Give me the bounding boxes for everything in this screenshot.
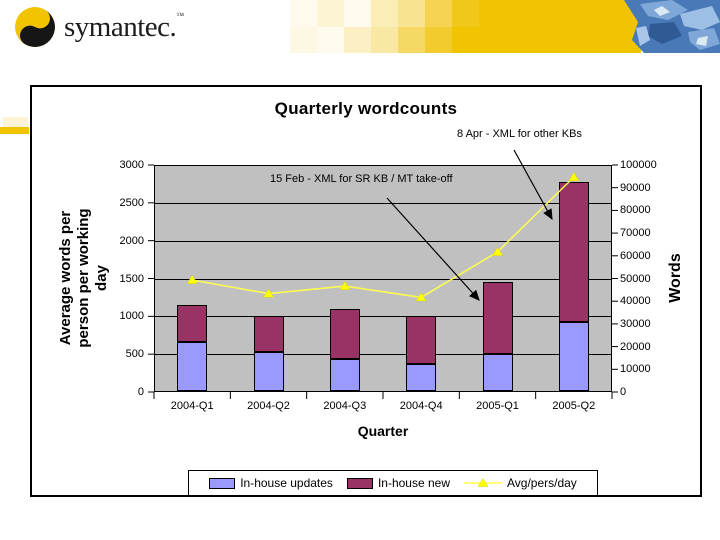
symantec-wordmark: symantec.™ — [64, 10, 185, 43]
y-axis-tick-label-right: 50000 — [620, 272, 651, 285]
mosaic-cell — [533, 26, 560, 53]
mosaic-cell — [344, 26, 371, 53]
mosaic-cell — [452, 26, 479, 53]
mosaic-cell — [587, 26, 614, 53]
accent-bar-gold — [0, 127, 29, 134]
x-axis-title: Quarter — [357, 423, 409, 439]
y-axis-tick-label-right: 90000 — [620, 181, 651, 194]
chart-title: Quarterly wordcounts — [274, 99, 458, 118]
gridline — [155, 240, 611, 242]
legend-label: Avg/pers/day — [506, 476, 577, 490]
y-axis-tick-label-left: 0 — [137, 386, 144, 398]
gridline — [155, 202, 611, 204]
legend-swatch — [209, 477, 236, 489]
y-axis-tick-label-right: 70000 — [620, 227, 651, 240]
chart-frame: Quarterly wordcounts Average words per p… — [30, 85, 702, 497]
mosaic-cell — [425, 26, 452, 53]
bar-segment-updates — [177, 342, 208, 391]
x-axis-tick-label: 2005-Q1 — [476, 400, 519, 412]
legend-item: Avg/pers/day — [463, 476, 577, 490]
accent-bar-pale — [3, 117, 28, 128]
y-axis-tick-label-right: 100000 — [620, 159, 657, 171]
y-axis-tick-label-right: 20000 — [620, 340, 651, 353]
y-axis-tick-label-right: 0 — [620, 386, 627, 398]
y-axis-tick-label-left: 500 — [125, 348, 144, 361]
x-axis-tick-label: 2004-Q1 — [170, 400, 214, 412]
globe-photo — [624, 0, 720, 53]
bar-segment-new — [177, 304, 208, 343]
y-axis-tick-label-left: 1000 — [119, 310, 144, 323]
mosaic-cell — [344, 0, 371, 27]
bar-segment-new — [253, 316, 284, 353]
mosaic-cell — [317, 26, 344, 53]
legend-marker-triangle — [477, 478, 489, 487]
bar-segment-updates — [558, 321, 589, 391]
bar-segment-updates — [253, 352, 284, 391]
mosaic-cell — [533, 0, 560, 27]
y-axis-tick-label-left: 2000 — [119, 234, 144, 247]
bar-segment-updates — [329, 359, 360, 391]
mosaic-cell — [290, 0, 317, 27]
gridline — [155, 316, 611, 318]
mosaic-cell — [317, 0, 344, 27]
y-axis-tick-label-right: 40000 — [620, 295, 651, 308]
y-axis-tick-label-right: 80000 — [620, 204, 651, 217]
x-axis-tick-label: 2005-Q2 — [552, 400, 596, 412]
mosaic-cell — [398, 0, 425, 27]
bar-segment-new — [482, 282, 513, 354]
plot-area — [154, 165, 612, 392]
mosaic-cell — [371, 26, 398, 53]
bar-segment-new — [406, 316, 437, 364]
mosaic-cell — [506, 26, 533, 53]
annotation-text: 15 Feb - XML for SR KB / MT take-off — [270, 173, 453, 185]
legend-swatch — [346, 477, 373, 489]
legend-item: In-house updates — [209, 476, 333, 490]
annotation-text: 8 Apr - XML for other KBs — [457, 128, 582, 140]
bar-segment-new — [329, 309, 360, 360]
legend-line-swatch — [463, 478, 502, 487]
mosaic-cell — [560, 26, 587, 53]
bar-segment-updates — [482, 353, 513, 391]
header-mosaic — [290, 0, 641, 53]
bar-segment-new — [558, 182, 589, 322]
y-axis-tick-label-left: 3000 — [119, 159, 144, 171]
mosaic-cell — [371, 0, 398, 27]
mosaic-cell — [560, 0, 587, 27]
gridline — [155, 354, 611, 356]
mosaic-cell — [398, 26, 425, 53]
mosaic-cell — [425, 0, 452, 27]
legend-item: In-house new — [346, 476, 450, 490]
chart-legend: In-house updates In-house new Avg/pers/day — [188, 470, 598, 496]
mosaic-cell — [452, 0, 479, 27]
y-axis-tick-label-right: 10000 — [620, 363, 651, 376]
symantec-logo: symantec.™ — [14, 6, 184, 48]
mosaic-cell — [479, 0, 506, 27]
mosaic-cell — [290, 26, 317, 53]
x-axis-tick-label: 2004-Q2 — [247, 400, 290, 412]
right-axis-title: Words — [667, 253, 684, 303]
y-axis-tick-label-left: 2500 — [119, 196, 144, 209]
mosaic-cell — [479, 26, 506, 53]
gridline — [155, 278, 611, 280]
legend-label: In-house new — [377, 476, 450, 490]
symantec-logo-mark — [15, 7, 55, 47]
y-axis-tick-label-right: 30000 — [620, 317, 651, 330]
mosaic-cell — [587, 0, 614, 27]
x-axis-tick-label: 2004-Q4 — [399, 400, 443, 412]
chart-canvas: Quarterly wordcounts Average words per p… — [32, 87, 700, 496]
x-axis-tick-label: 2004-Q3 — [323, 400, 367, 412]
bar-segment-updates — [406, 363, 437, 391]
y-axis-tick-label-left: 1500 — [119, 272, 144, 285]
legend-label: In-house updates — [240, 476, 333, 490]
y-axis-tick-label-right: 60000 — [620, 249, 651, 262]
mosaic-cell — [506, 0, 533, 27]
